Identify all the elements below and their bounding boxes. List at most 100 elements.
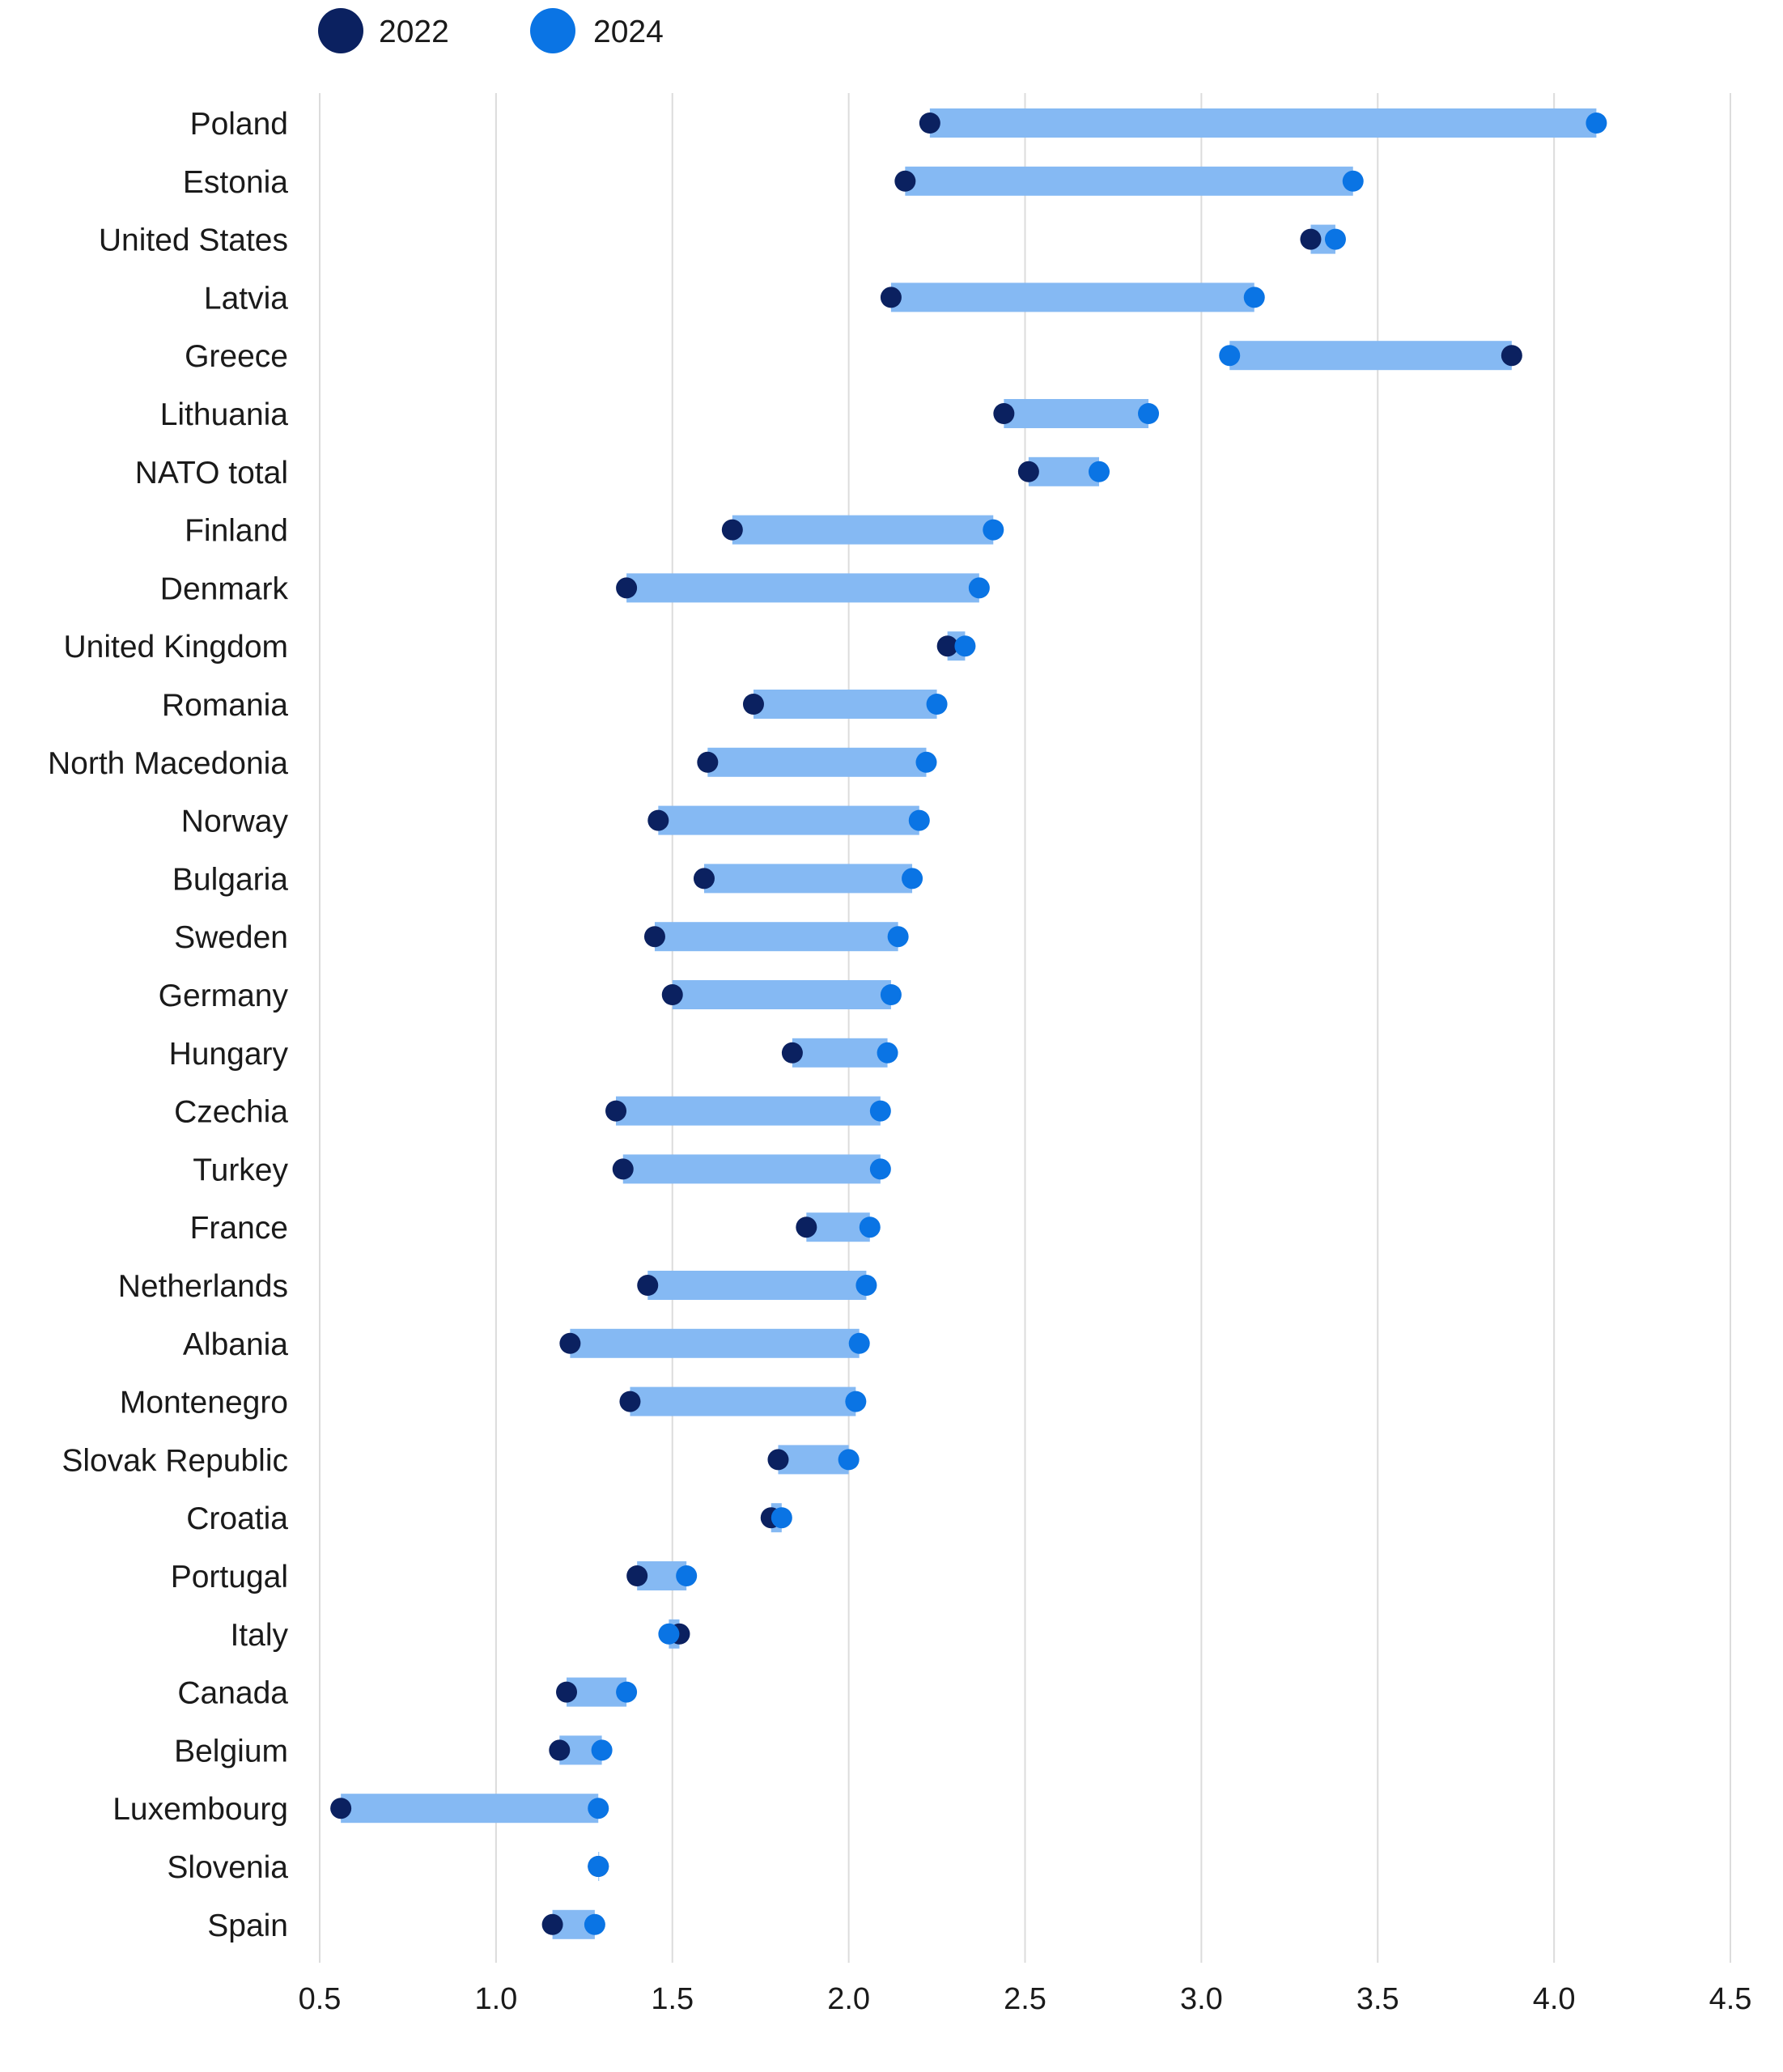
- row: North Macedonia: [48, 746, 937, 781]
- row: Italy: [230, 1618, 690, 1653]
- x-tick-label: 2.5: [1004, 1982, 1046, 2016]
- row: Latvia: [204, 281, 1265, 316]
- range-bar: [732, 515, 994, 545]
- point-2022: [1501, 345, 1522, 367]
- category-label: Italy: [230, 1618, 288, 1653]
- category-label: Sweden: [174, 920, 288, 955]
- point-2022: [919, 113, 940, 134]
- category-label: Slovenia: [167, 1850, 288, 1885]
- category-label: NATO total: [135, 456, 288, 490]
- category-label: Luxembourg: [112, 1792, 288, 1827]
- category-label: Netherlands: [118, 1269, 288, 1304]
- point-2024: [658, 1623, 680, 1645]
- point-2022: [626, 1565, 648, 1586]
- row: Germany: [159, 979, 902, 1013]
- range-bar: [647, 1271, 867, 1300]
- point-2024: [954, 635, 976, 657]
- x-tick-label: 3.5: [1356, 1982, 1399, 2016]
- legend-marker-2024: [530, 8, 575, 53]
- point-2024: [926, 694, 948, 715]
- row: France: [190, 1211, 881, 1246]
- row: Turkey: [193, 1153, 891, 1187]
- category-label: Bulgaria: [172, 862, 288, 897]
- point-2024: [1342, 170, 1364, 192]
- legend-label-2024: 2024: [593, 15, 664, 49]
- point-2024: [588, 1856, 609, 1877]
- range-bar: [703, 864, 913, 894]
- range-bar: [792, 1038, 888, 1068]
- row: Bulgaria: [172, 862, 923, 897]
- point-2022: [616, 577, 638, 599]
- point-2022: [894, 170, 916, 192]
- category-label: Canada: [177, 1676, 288, 1711]
- point-2024: [1324, 228, 1346, 250]
- category-label: Finland: [185, 514, 288, 549]
- row: Norway: [181, 805, 930, 839]
- point-2024: [1586, 113, 1607, 134]
- range-bar: [626, 573, 979, 603]
- row: Denmark: [160, 571, 990, 606]
- category-label: Turkey: [193, 1153, 288, 1187]
- point-2024: [877, 1042, 898, 1064]
- row: Lithuania: [160, 397, 1160, 432]
- row: Netherlands: [118, 1269, 877, 1304]
- point-2024: [983, 519, 1004, 541]
- category-label: Spain: [207, 1909, 288, 1943]
- point-2022: [637, 1275, 659, 1296]
- plot-rows: Poland Estonia United States Latvia Greece Li…: [48, 107, 1607, 1943]
- range-bar: [707, 747, 927, 777]
- row: Romania: [162, 688, 948, 723]
- x-tick-label: 1.5: [651, 1982, 694, 2016]
- point-2022: [721, 519, 743, 541]
- category-label: North Macedonia: [48, 746, 288, 781]
- category-label: Lithuania: [160, 397, 289, 432]
- row: United Kingdom: [64, 630, 976, 664]
- legend-marker-2022: [318, 8, 363, 53]
- row: Portugal: [171, 1560, 698, 1594]
- x-axis: 0.5 1.0 1.5 2.0 2.5 3.0 3.5 4.0 4.5: [299, 1982, 1752, 2016]
- point-2022: [781, 1042, 803, 1064]
- row: Poland: [190, 107, 1607, 142]
- x-tick-label: 3.0: [1180, 1982, 1223, 2016]
- point-2022: [647, 809, 669, 831]
- legend-label-2022: 2022: [379, 15, 449, 49]
- category-label: Slovak Republic: [62, 1443, 288, 1478]
- range-bar: [616, 1096, 881, 1126]
- category-label: Albania: [183, 1327, 288, 1362]
- point-2024: [859, 1216, 881, 1238]
- point-2022: [993, 403, 1015, 424]
- point-2022: [767, 1449, 789, 1471]
- row: Slovenia: [167, 1850, 609, 1885]
- category-label: Poland: [190, 107, 288, 142]
- range-bar: [622, 1154, 881, 1184]
- point-2022: [549, 1739, 571, 1761]
- point-2024: [968, 577, 990, 599]
- point-2024: [848, 1332, 870, 1354]
- row: Luxembourg: [112, 1792, 609, 1827]
- category-label: Germany: [159, 979, 289, 1013]
- range-bar: [1229, 341, 1512, 371]
- range-bar: [890, 282, 1254, 312]
- point-2022: [559, 1332, 581, 1354]
- gridlines: [319, 93, 1731, 1963]
- point-2024: [908, 809, 930, 831]
- point-2022: [693, 868, 715, 890]
- row: Greece: [185, 339, 1522, 374]
- category-label: Latvia: [204, 281, 288, 316]
- point-2024: [1243, 287, 1265, 308]
- range-bar: [654, 922, 898, 952]
- x-tick-label: 4.0: [1533, 1982, 1576, 2016]
- category-label: Montenegro: [120, 1386, 288, 1420]
- category-label: Norway: [181, 805, 289, 839]
- range-bar: [806, 1212, 870, 1242]
- row: Czechia: [174, 1095, 891, 1130]
- row: Montenegro: [120, 1386, 867, 1420]
- category-label: Belgium: [174, 1734, 288, 1768]
- point-2024: [855, 1275, 877, 1296]
- x-tick-label: 0.5: [299, 1982, 342, 2016]
- row: Hungary: [169, 1037, 898, 1072]
- point-2024: [887, 926, 909, 948]
- point-2022: [541, 1913, 563, 1935]
- point-2024: [616, 1681, 638, 1703]
- point-2022: [612, 1158, 634, 1180]
